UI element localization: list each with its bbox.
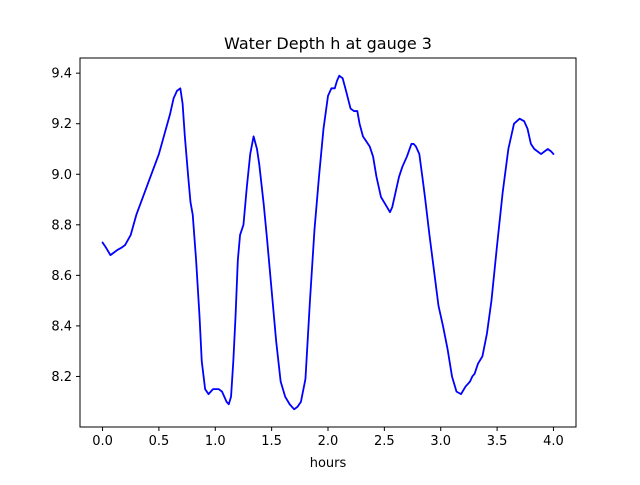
axis-ticks: 0.0 0.5 1.0 1.5 2.0 2.5 3.0 3.5 4.0 8.2 8.4 8.6 8.8 9… — [51, 67, 563, 449]
y-tick-label: 8.2 — [51, 370, 72, 385]
y-tick-label: 8.4 — [51, 319, 72, 334]
y-tick-label: 8.8 — [51, 218, 72, 233]
x-tick-label: 1.5 — [261, 434, 282, 449]
chart-title: Water Depth h at gauge 3 — [224, 34, 432, 53]
series-line-0 — [101, 74, 555, 411]
x-tick-label: 2.0 — [318, 434, 339, 449]
y-tick-label: 8.6 — [51, 269, 72, 284]
x-tick-label: 0.5 — [149, 434, 170, 449]
y-tick-label: 9.2 — [51, 117, 72, 132]
y-tick-label: 9.0 — [51, 168, 72, 183]
x-tick-label: 4.0 — [543, 434, 564, 449]
x-tick-label: 1.0 — [205, 434, 226, 449]
y-tick-label: 9.4 — [51, 67, 72, 82]
x-tick-label: 2.5 — [374, 434, 395, 449]
x-tick-label: 3.0 — [430, 434, 451, 449]
x-tick-label: 3.5 — [487, 434, 508, 449]
x-tick-label: 0.0 — [92, 434, 113, 449]
x-axis-label: hours — [310, 456, 347, 471]
